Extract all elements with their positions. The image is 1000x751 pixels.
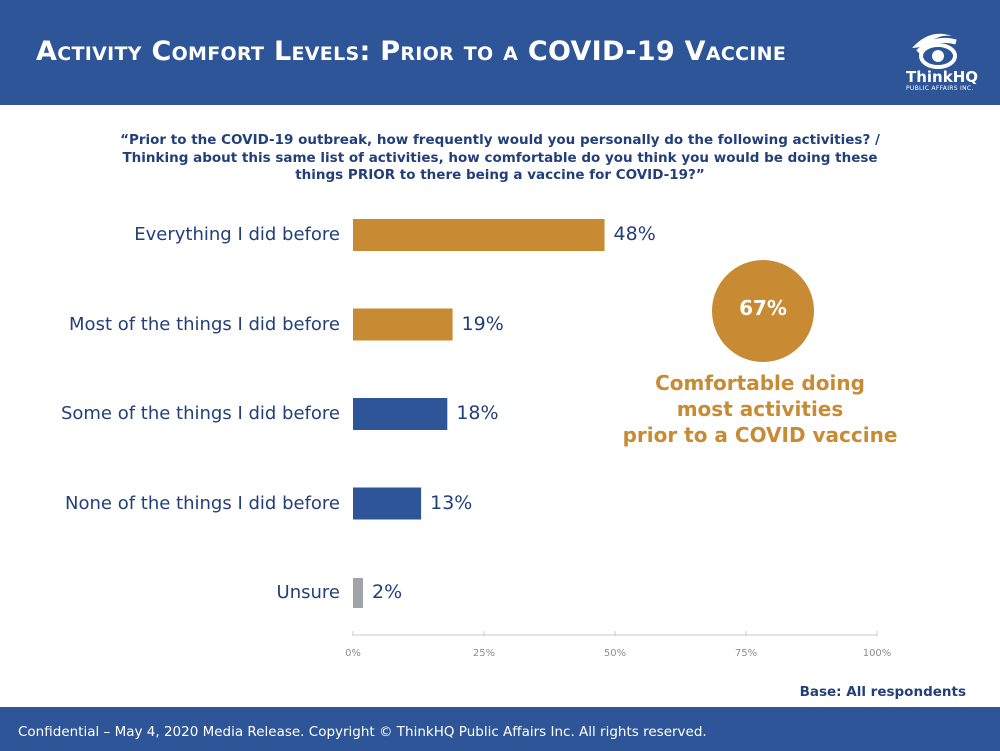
eye-logo-icon (912, 33, 957, 69)
callout-circle (712, 260, 814, 362)
logo-subtitle: PUBLIC AFFAIRS INC. (906, 85, 974, 92)
bar-2 (353, 398, 448, 430)
x-tick-label: 50% (603, 648, 627, 659)
callout-line-3: prior to a COVID vaccine (622, 423, 898, 447)
value-label: 2% (372, 581, 403, 603)
page-title: Activity Comfort Levels: Prior to a COVI… (36, 36, 787, 67)
callout-line-1: Comfortable doing (655, 371, 865, 395)
callout-line-2: most activities (676, 397, 844, 421)
value-label: 13% (430, 491, 473, 514)
x-tick-label: 25% (472, 648, 496, 659)
category-label: None of the things I did before (65, 492, 340, 514)
bar-4 (353, 578, 363, 608)
value-label: 18% (456, 402, 499, 424)
category-label: Some of the things I did before (60, 403, 340, 424)
logo-name: ThinkHQ (906, 68, 979, 86)
x-tick-label: 100% (862, 648, 892, 659)
x-tick-label: 75% (734, 648, 758, 659)
value-label: 48% (613, 223, 656, 245)
footer-copyright: Confidential – May 4, 2020 Media Release… (18, 724, 707, 740)
question-line-1: “Prior to the COVID-19 outbreak, how fre… (120, 132, 880, 148)
x-tick-label: 0% (345, 648, 361, 659)
callout-text: Comfortable doing most activities prior … (590, 370, 930, 448)
bar-0 (353, 219, 605, 251)
category-label: Unsure (276, 582, 340, 603)
survey-question: “Prior to the COVID-19 outbreak, how fre… (80, 132, 920, 185)
category-label: Everything I did before (134, 224, 340, 245)
callout-value: 67% (739, 296, 787, 320)
footer-bar (0, 707, 1000, 751)
bar-1 (353, 308, 453, 341)
category-label: Most of the things I did before (69, 313, 340, 335)
value-label: 19% (461, 312, 504, 335)
header-bar (0, 0, 1000, 105)
bar-3 (353, 487, 422, 520)
question-line-3: things PRIOR to there being a vaccine fo… (295, 167, 705, 183)
base-note: Base: All respondents (799, 684, 966, 700)
question-line-2: Thinking about this same list of activit… (122, 149, 878, 166)
